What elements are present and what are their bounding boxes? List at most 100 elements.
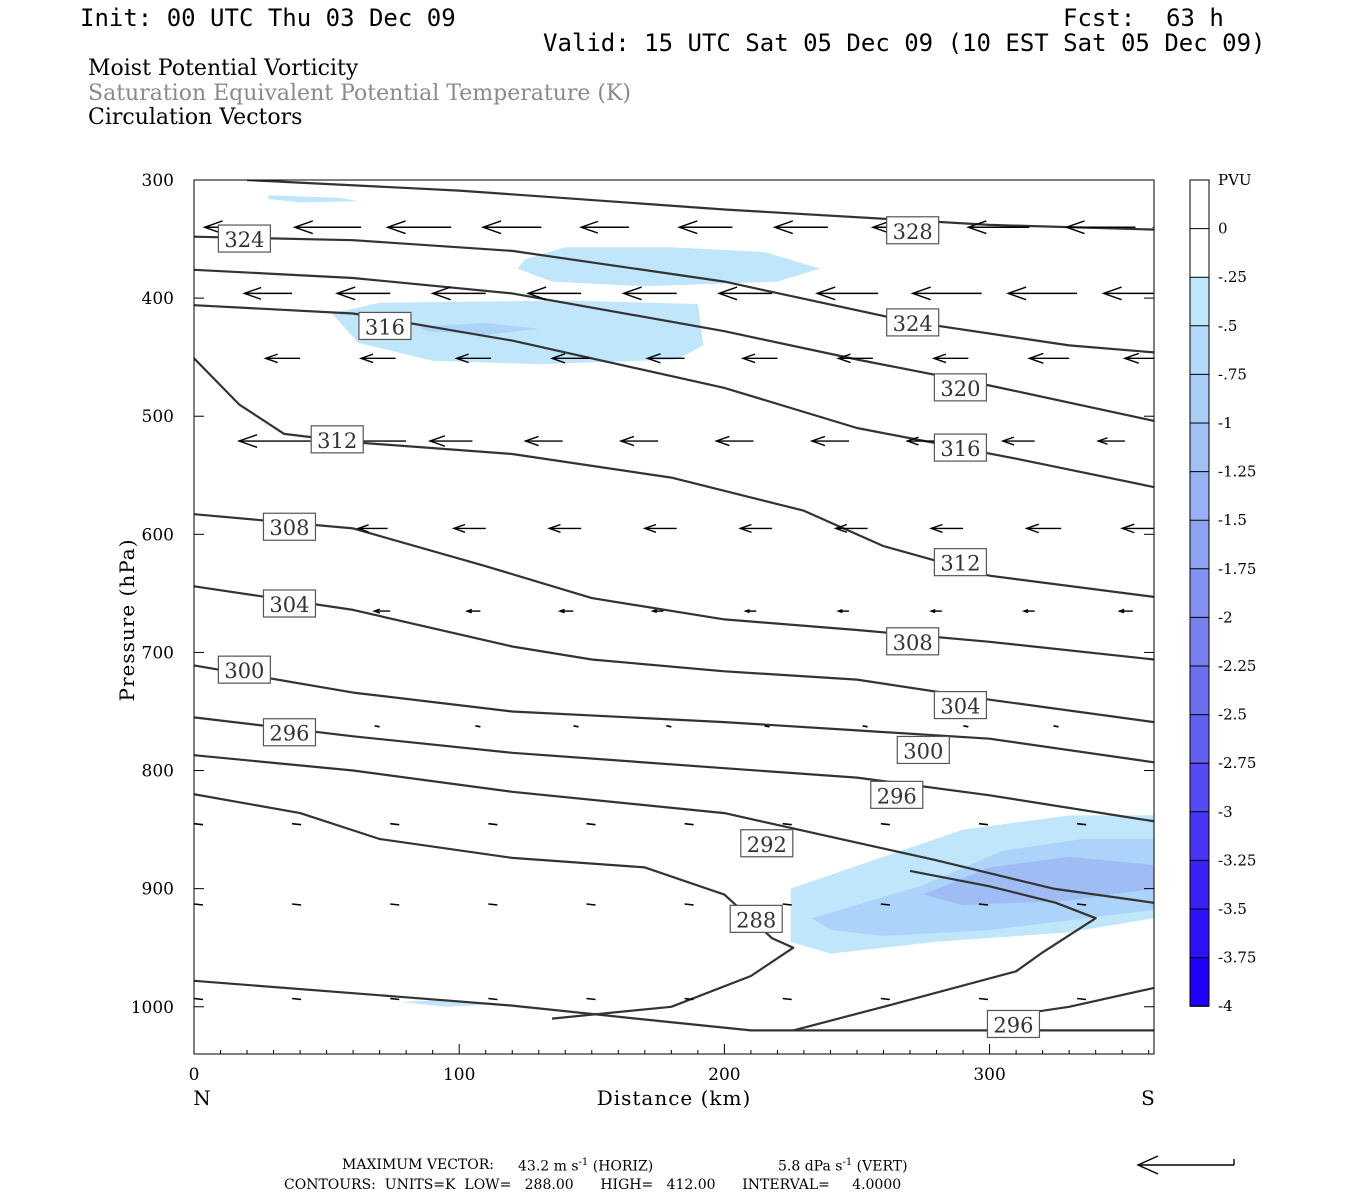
vector-arrow	[782, 822, 792, 826]
vector-head	[642, 523, 657, 533]
colorbar-swatch	[1190, 374, 1209, 423]
vector-head	[743, 609, 750, 614]
vector-head	[292, 220, 314, 235]
contour-label-box	[886, 627, 940, 656]
contour-label-text: 312	[940, 552, 980, 576]
vector-head	[454, 353, 469, 364]
max-vector-horiz-value: 43.2 m s	[518, 1158, 579, 1175]
vector-arrow	[666, 725, 672, 728]
contour-info: CONTOURS: UNITS=K LOW= 288.00 HIGH= 412.…	[284, 1177, 902, 1193]
vector-head	[815, 286, 836, 301]
vector-arrow	[862, 725, 868, 728]
vector-arrow	[526, 286, 582, 301]
vector-head	[202, 220, 223, 235]
vert-unit-exponent: -1	[842, 1157, 853, 1168]
vector-arrow	[1077, 822, 1087, 826]
max-vector-legend-arrow	[1136, 1155, 1235, 1175]
init-time: Init: 00 UTC Thu 03 Dec 09	[80, 4, 456, 32]
vector-arrow	[642, 523, 677, 533]
forecast-label: Fcst:	[1063, 4, 1136, 32]
vector-arrow	[1024, 523, 1062, 534]
y-tick-label: 300	[142, 171, 174, 191]
colorbar-label: -1.25	[1218, 463, 1256, 481]
vector-arrow	[523, 435, 563, 447]
vector-arrow	[372, 608, 391, 614]
contour-label: 296	[986, 1009, 1041, 1039]
contour-300-7	[194, 664, 1154, 764]
vector-arrow	[465, 608, 481, 614]
vector-arrow	[194, 997, 204, 1001]
y-tick-label: 700	[142, 643, 174, 663]
contour-label: 312	[933, 548, 988, 577]
vector-head	[966, 220, 987, 235]
contour-label-text: 308	[269, 516, 309, 540]
vector-head	[870, 220, 892, 235]
vector-shaft	[292, 903, 302, 906]
vector-head	[1122, 352, 1139, 364]
vector-shaft	[684, 822, 694, 826]
vector-arrow	[645, 353, 685, 364]
vector-arrow	[621, 286, 677, 301]
field-title-mpv: Moist Potential Vorticity	[88, 56, 359, 81]
pv-shading-layer	[268, 195, 1154, 1007]
colorbar-swatch	[1190, 714, 1209, 764]
colorbar-swatch	[1190, 180, 1209, 229]
vector-arrow	[356, 524, 388, 533]
vector-arrow	[292, 822, 302, 826]
vector-shaft	[586, 997, 596, 1001]
vector-arrow	[1064, 220, 1136, 235]
contour-316-3	[194, 304, 1154, 489]
vector-arrow	[358, 353, 396, 364]
contour-label-text: 292	[747, 833, 787, 857]
vector-arrow	[836, 609, 850, 614]
vector-head	[716, 286, 738, 301]
vector-arrow	[451, 523, 486, 533]
x-tick-label: 200	[708, 1065, 740, 1085]
vector-arrow	[677, 220, 733, 235]
vector-shaft	[573, 725, 579, 728]
vector-head	[1151, 226, 1154, 228]
vector-arrow	[549, 353, 590, 364]
vector-shaft	[684, 997, 694, 1001]
vector-head	[714, 435, 730, 447]
colorbar-label: -3	[1218, 803, 1233, 821]
y-tick-label: 500	[142, 407, 174, 427]
x-axis-title: Distance (km)	[597, 1086, 752, 1110]
vector-arrow	[573, 725, 579, 728]
vector-shaft	[194, 997, 204, 1001]
colorbar-swatch	[1190, 811, 1209, 861]
vector-arrow	[390, 822, 400, 826]
vector-shaft	[586, 822, 596, 826]
contour-296-12	[194, 979, 1154, 1032]
contour-label: 304	[933, 690, 988, 720]
x-tick-label: 300	[973, 1065, 1005, 1085]
field-title-thetae: Saturation Equivalent Potential Temperat…	[88, 81, 631, 106]
vector-shaft	[862, 725, 868, 728]
vector-head	[526, 286, 547, 301]
x-left-end-label: N	[193, 1086, 211, 1110]
contour-label-text: 308	[893, 631, 933, 655]
vector-arrow	[772, 220, 828, 235]
colorbar-swatch	[1190, 277, 1209, 326]
contour-label-box	[886, 308, 940, 337]
vector-arrow	[427, 435, 473, 447]
vector-arrow	[833, 523, 868, 533]
colorbar-label: -1	[1218, 414, 1233, 432]
vector-arrow	[263, 353, 301, 364]
vector-arrow	[1053, 725, 1059, 728]
vector-head	[1096, 437, 1108, 445]
vector-arrow	[390, 997, 400, 1001]
vector-head	[833, 523, 848, 533]
colorbar-label: -3.25	[1218, 851, 1256, 869]
vector-head	[549, 353, 566, 364]
vector-head	[677, 220, 698, 235]
colorbar-swatch	[1190, 520, 1209, 569]
contour-label: 300	[217, 655, 271, 684]
vector-shaft	[880, 822, 890, 826]
contour-308-5	[194, 513, 1154, 661]
contour-label-text: 324	[224, 228, 264, 252]
contour-label-layer: 324 328 316 324 320 312 316 308 312 304 308 300 304 2…	[217, 216, 1041, 1039]
contour-label: 312	[310, 425, 364, 454]
vector-arrow	[335, 286, 391, 301]
vector-arrow	[618, 435, 659, 447]
